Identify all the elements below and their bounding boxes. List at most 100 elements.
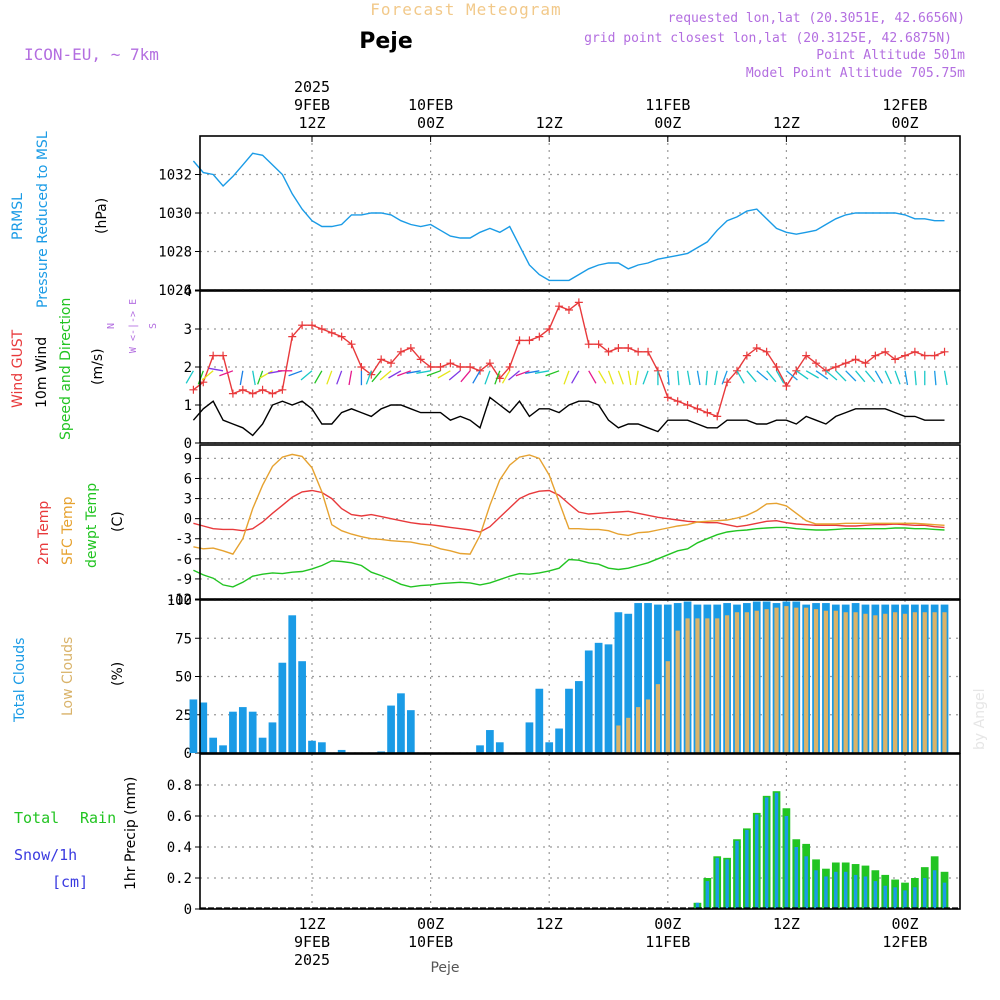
precip-rain-bar	[903, 890, 907, 909]
cloud-total-bar	[248, 711, 257, 753]
cloud-total-bar	[278, 662, 287, 753]
time-label-bottom: 00Z	[891, 915, 918, 933]
precip-rain-bar	[824, 876, 828, 909]
cloud-total-bar	[397, 693, 405, 753]
chart-title: Forecast Meteogram	[370, 0, 561, 19]
gust-marker	[762, 347, 771, 356]
cloud-total-bar	[486, 730, 494, 753]
panel-prmsl: 1026 1028 1030 1032	[158, 135, 961, 299]
wind-arrow	[515, 370, 530, 377]
cloud-low-bar	[804, 607, 809, 753]
watermark: by Angel	[972, 689, 988, 750]
wind-arrow	[815, 370, 829, 380]
cloud-low-bar	[645, 699, 651, 753]
precip-rain-bar	[784, 816, 789, 909]
gust-marker	[584, 340, 593, 349]
series-line-1	[193, 453, 945, 555]
precip-rain-bar	[834, 871, 838, 909]
cloud-low-bar	[932, 612, 937, 753]
wind-arrow	[607, 370, 615, 385]
wind-gust-label: Wind GUST	[10, 329, 26, 408]
gust-marker	[920, 351, 929, 360]
t2m-label: 2m Temp	[36, 501, 52, 565]
time-label-top: 12Z	[773, 114, 800, 132]
cloud-low-bar	[912, 612, 918, 753]
time-label-bottom: 10FEB	[408, 933, 453, 951]
gust-marker	[663, 393, 672, 402]
wind-arrow	[484, 370, 491, 385]
gust-marker	[713, 412, 722, 421]
wind-arrow	[571, 370, 580, 384]
wind-arrow	[785, 370, 798, 381]
wind-arrow	[894, 370, 901, 385]
wind-arrow	[934, 370, 937, 386]
wind-arrow	[494, 370, 501, 385]
cloud-total-bar	[555, 728, 563, 753]
wind-arrow	[904, 370, 909, 386]
time-label-bottom: 12FEB	[882, 933, 927, 951]
cloud-total-bar	[525, 722, 534, 753]
wind-arrow	[326, 370, 333, 385]
wind-arrow	[208, 367, 224, 372]
wind-arrow	[588, 370, 597, 384]
wind-arrow	[756, 370, 769, 381]
cloud-total-bar	[219, 745, 227, 753]
low-clouds-label: Low Clouds	[60, 637, 76, 716]
panel-clouds: 0 25 50 75 100	[167, 593, 961, 762]
cloud-low-bar	[754, 610, 759, 753]
wind-arrow	[460, 370, 471, 383]
cloud-total-bar	[387, 705, 395, 753]
time-label-bottom: 00Z	[654, 915, 681, 933]
wind-arrow	[825, 370, 838, 381]
wind-arrow	[563, 370, 570, 385]
model-label: ICON-EU, ~ 7km	[24, 45, 159, 64]
precip-rain-bar	[695, 902, 700, 909]
compass-n: N	[106, 323, 117, 329]
precip-rain-bar	[913, 887, 917, 909]
cloud-low-bar	[705, 618, 710, 753]
gust-marker	[535, 332, 544, 341]
gust-marker	[792, 366, 801, 375]
gust-marker	[288, 332, 297, 341]
footer-location: Peje	[430, 960, 459, 976]
gust-marker	[732, 366, 741, 375]
gust-marker	[466, 363, 475, 371]
sfc-temp-label: SFC Temp	[60, 496, 76, 565]
cloud-low-bar	[833, 610, 838, 753]
wind-arrow	[617, 370, 624, 385]
y-tick-label: 0.6	[167, 809, 192, 825]
cloud-total-bar	[574, 681, 583, 753]
gust-marker	[930, 351, 939, 360]
cloud-total-bar	[584, 650, 593, 753]
gust-marker	[910, 347, 919, 356]
panel-frame	[199, 599, 961, 754]
precip-rain-bar	[843, 871, 848, 909]
wind-arrow	[642, 370, 649, 385]
wind10-label: 10m Wind	[34, 337, 50, 408]
gust-marker	[851, 355, 860, 364]
time-label-bottom: 12Z	[536, 915, 563, 933]
gust-marker	[703, 408, 712, 417]
wind-arrow	[884, 370, 892, 385]
panel-frame	[199, 444, 961, 600]
cloud-low-bar	[685, 618, 690, 753]
series-line-0	[192, 301, 945, 418]
y-tick-label: 0	[184, 902, 192, 918]
precip-rain-bar	[735, 840, 739, 909]
time-label-top: 00Z	[891, 114, 918, 132]
gust-marker	[555, 302, 564, 311]
cloud-low-bar	[626, 717, 631, 753]
wind-arrow	[696, 370, 701, 386]
clouds-unit: (%)	[110, 662, 126, 686]
gust-marker	[476, 366, 485, 375]
precip-rain-bar	[705, 881, 710, 909]
panel-frame	[199, 135, 961, 291]
cloud-low-bar	[873, 615, 878, 753]
wind-unit: (m/s)	[90, 348, 106, 385]
gust-marker	[189, 385, 198, 394]
requested-coords: requested lon,lat (20.3051E, 42.6656N)	[668, 11, 965, 26]
gust-marker	[782, 382, 791, 390]
gust-marker	[881, 347, 890, 356]
gust-marker	[644, 347, 653, 356]
